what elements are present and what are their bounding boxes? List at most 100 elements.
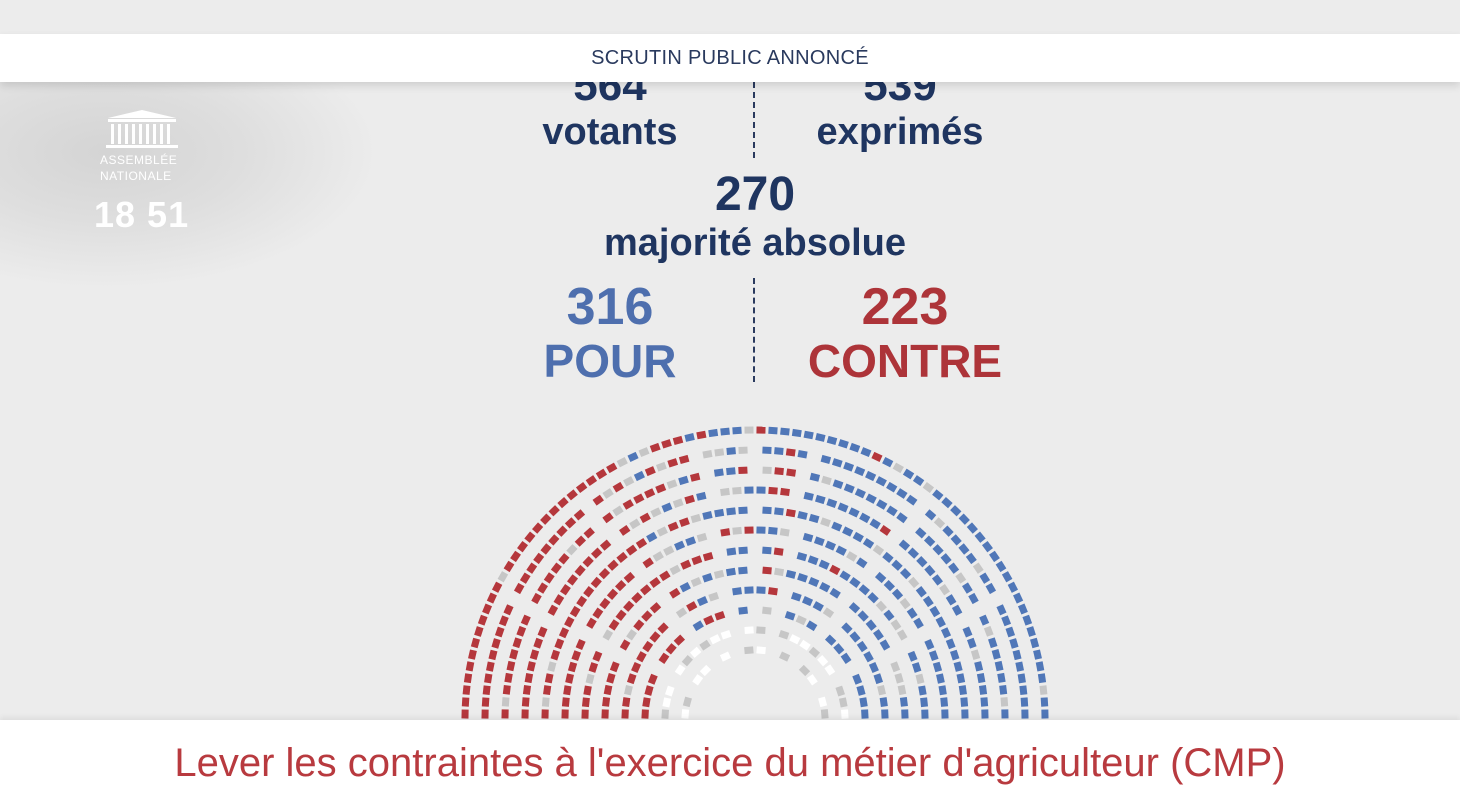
seat [978, 685, 988, 695]
seat [856, 557, 868, 569]
seat [606, 672, 616, 684]
seat [882, 551, 894, 563]
seat [806, 674, 818, 686]
seat [720, 487, 730, 497]
seat [1039, 685, 1048, 695]
seat [504, 672, 513, 683]
seat [516, 625, 527, 637]
seat [762, 506, 772, 515]
seat [848, 507, 860, 518]
seat [556, 525, 568, 537]
banner-scrutin: SCRUTIN PUBLIC ANNONCÉ [0, 34, 1460, 82]
seat [565, 673, 574, 684]
seat [638, 447, 650, 458]
seat [860, 447, 872, 458]
seat [774, 447, 784, 455]
seat [566, 489, 578, 501]
seat [797, 511, 808, 520]
seat [848, 602, 861, 614]
seat [502, 684, 511, 695]
seat [756, 486, 766, 494]
seat [732, 486, 742, 495]
seat [899, 597, 911, 610]
seat [1030, 637, 1040, 649]
seat [524, 531, 536, 543]
seat [738, 606, 748, 615]
seat [543, 685, 552, 696]
footer-title: Lever les contraintes à l'exercice du mé… [174, 741, 1286, 785]
seat [510, 550, 521, 563]
seat [838, 697, 848, 708]
seat [744, 486, 754, 494]
seat [547, 661, 557, 672]
seat [921, 709, 929, 719]
seat [541, 709, 549, 719]
seat [785, 448, 796, 457]
seat [924, 639, 935, 651]
seat [633, 470, 645, 482]
seat [874, 571, 887, 584]
majorite-value: 270 [714, 168, 796, 221]
seat [858, 584, 870, 596]
seat [879, 697, 888, 707]
seat [819, 581, 831, 593]
seat [799, 639, 811, 651]
seat [649, 602, 662, 614]
seat [602, 488, 614, 499]
seat [640, 584, 652, 596]
seat [744, 426, 754, 434]
seat [659, 570, 671, 582]
seat [667, 458, 679, 468]
seat [725, 567, 736, 577]
seat [829, 587, 841, 599]
seat [815, 494, 826, 505]
seat [672, 498, 684, 508]
seat [616, 551, 628, 563]
seat [616, 456, 628, 468]
seat [497, 571, 509, 583]
seat [915, 586, 927, 598]
seat [856, 685, 866, 696]
seat [768, 587, 778, 596]
seat [603, 684, 613, 696]
seat [873, 673, 884, 685]
seat [1012, 649, 1022, 661]
seat [639, 512, 651, 524]
seat [899, 697, 908, 707]
seat [996, 604, 1007, 616]
seat [661, 439, 672, 449]
seat [940, 553, 952, 565]
seat [872, 544, 885, 556]
seat [465, 661, 475, 672]
seat [732, 587, 742, 596]
seat [554, 638, 565, 650]
seat [841, 709, 849, 719]
seat [599, 597, 611, 610]
seat [939, 584, 950, 596]
assemblee-logo: ASSEMBLÉE NATIONALE [92, 108, 202, 182]
seat [714, 448, 725, 457]
seat [791, 428, 802, 438]
seat [945, 594, 957, 606]
seat [709, 634, 721, 645]
seat [592, 494, 604, 506]
seat [564, 616, 575, 628]
seat [720, 427, 730, 436]
seat [720, 528, 731, 537]
seat [599, 539, 612, 551]
seat [948, 562, 960, 574]
seat [521, 697, 530, 707]
seat [951, 604, 963, 616]
seat [689, 646, 702, 658]
seat [685, 536, 697, 547]
seat [868, 661, 879, 674]
seat [790, 591, 802, 602]
seat [692, 674, 704, 686]
seat [922, 482, 935, 494]
seat [667, 521, 679, 532]
seat [503, 604, 514, 616]
seat [849, 631, 861, 643]
seat [674, 664, 686, 676]
seat [573, 509, 586, 521]
seat [985, 582, 997, 595]
